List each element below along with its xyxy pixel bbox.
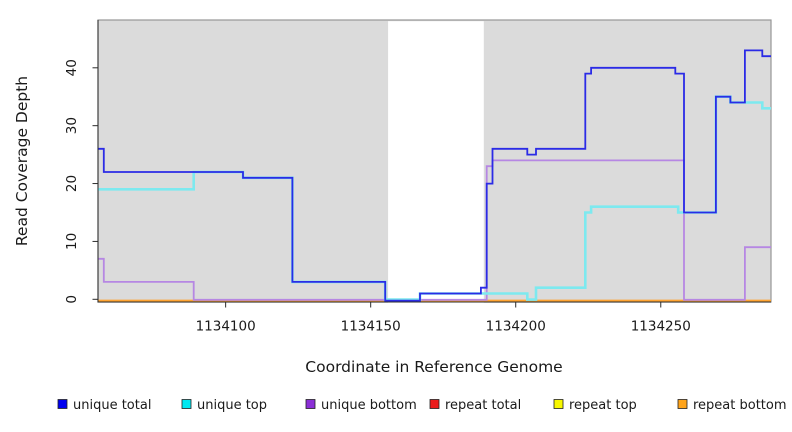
legend-swatch-repeat-total <box>429 399 440 409</box>
legend-item-repeat-bottom: repeat bottom <box>677 398 787 413</box>
legend-label-unique-bottom: unique bottom <box>321 398 417 413</box>
y-tick-label: 10 <box>64 233 80 250</box>
x-tick-label: 1134200 <box>486 319 546 335</box>
legend-swatch-unique-bottom <box>305 399 316 409</box>
legend: unique total unique top unique bottom repea… <box>57 398 787 413</box>
legend-item-unique-total: unique total <box>57 398 151 413</box>
series-line-unique-bottom <box>98 159 771 301</box>
legend-item-unique-bottom: unique bottom <box>305 398 417 413</box>
series-line-unique-total <box>98 49 771 302</box>
x-axis-ticks: 1134100 1134150 1134200 1134250 <box>196 302 691 335</box>
legend-item-repeat-top: repeat top <box>553 398 637 413</box>
legend-swatch-repeat-bottom <box>677 399 688 409</box>
legend-label-repeat-top: repeat top <box>569 398 637 413</box>
y-axis-title: Read Coverage Depth <box>13 76 31 246</box>
legend-label-unique-top: unique top <box>197 398 267 413</box>
x-tick-label: 1134100 <box>196 319 256 335</box>
legend-label-repeat-total: repeat total <box>445 398 521 413</box>
legend-swatch-repeat-top <box>553 399 564 409</box>
x-tick-label: 1134250 <box>631 319 691 335</box>
y-axis-ticks: 0 10 20 30 40 <box>64 59 98 304</box>
legend-swatch-unique-total <box>57 399 68 409</box>
legend-swatch-unique-top <box>181 399 192 409</box>
coverage-gap-region <box>388 21 484 304</box>
legend-item-unique-top: unique top <box>181 398 267 413</box>
series-lines <box>98 49 771 302</box>
y-tick-label: 0 <box>64 295 80 304</box>
y-tick-label: 30 <box>64 117 80 134</box>
x-tick-label: 1134150 <box>341 319 401 335</box>
legend-label-unique-total: unique total <box>73 398 151 413</box>
x-axis-title: Coordinate in Reference Genome <box>305 358 562 376</box>
y-tick-label: 20 <box>64 175 80 192</box>
y-tick-label: 40 <box>64 59 80 76</box>
legend-item-repeat-total: repeat total <box>429 398 521 413</box>
legend-label-repeat-bottom: repeat bottom <box>693 398 787 413</box>
